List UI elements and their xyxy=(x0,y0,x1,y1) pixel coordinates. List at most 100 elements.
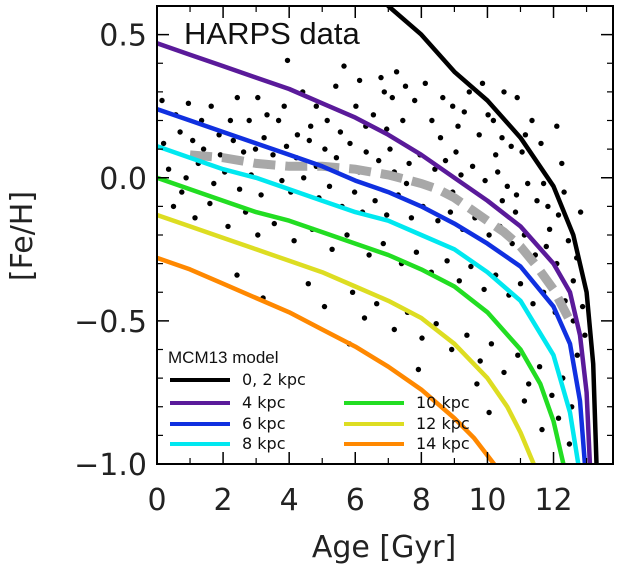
data-point xyxy=(341,63,347,69)
data-point xyxy=(488,341,495,347)
data-point xyxy=(415,366,422,373)
data-point xyxy=(433,321,439,327)
data-point xyxy=(372,198,378,204)
trend-line xyxy=(189,150,574,323)
y-tick-label: −1.0 xyxy=(74,448,147,483)
data-point xyxy=(240,149,247,155)
data-point xyxy=(555,212,562,218)
data-point xyxy=(474,381,480,387)
data-point xyxy=(476,132,482,138)
data-point xyxy=(400,117,406,124)
y-tick-label: −0.5 xyxy=(74,305,147,340)
data-point xyxy=(456,278,462,284)
data-point xyxy=(306,137,312,144)
data-point xyxy=(389,94,395,101)
data-point xyxy=(234,272,240,278)
data-point xyxy=(536,364,543,370)
data-point xyxy=(574,352,580,358)
data-point xyxy=(554,123,560,129)
series-line-3 xyxy=(157,144,581,464)
data-point xyxy=(322,146,328,152)
data-point xyxy=(493,152,499,158)
data-point xyxy=(376,157,382,164)
data-point xyxy=(321,303,328,310)
data-point xyxy=(499,198,505,204)
series-line-5 xyxy=(157,212,536,464)
data-point xyxy=(513,192,520,198)
data-point xyxy=(437,135,444,141)
data-point xyxy=(207,200,213,207)
data-point xyxy=(333,155,340,161)
data-point xyxy=(192,215,198,221)
x-tick-label: 8 xyxy=(412,483,431,518)
data-point xyxy=(308,123,314,129)
data-point xyxy=(490,117,497,124)
data-point xyxy=(566,441,573,447)
data-point xyxy=(522,132,529,138)
data-point xyxy=(291,238,297,244)
data-point xyxy=(185,100,192,107)
data-point xyxy=(393,69,400,75)
data-point xyxy=(455,123,461,129)
data-point xyxy=(570,278,576,284)
data-point xyxy=(179,189,185,195)
data-point xyxy=(485,112,491,118)
data-point xyxy=(230,137,236,144)
series-line-2 xyxy=(157,106,588,464)
data-point xyxy=(444,258,450,264)
data-point xyxy=(252,146,259,152)
data-point xyxy=(324,117,330,124)
data-point xyxy=(579,303,586,310)
x-tick-label: 0 xyxy=(147,483,166,518)
data-point xyxy=(530,301,536,307)
legend-label: 14 kpc xyxy=(416,434,470,453)
data-point xyxy=(236,186,243,192)
data-point xyxy=(534,198,540,204)
legend-title: MCM13 model xyxy=(168,348,279,367)
data-point xyxy=(264,112,270,118)
data-point xyxy=(435,218,441,224)
data-point xyxy=(271,220,277,227)
data-point xyxy=(453,149,459,155)
data-point xyxy=(486,232,492,238)
data-point xyxy=(529,117,535,124)
data-point xyxy=(508,143,514,149)
data-point xyxy=(294,132,301,138)
x-tick-label: 4 xyxy=(280,483,299,518)
data-point xyxy=(370,112,377,118)
data-point xyxy=(217,152,224,158)
data-point xyxy=(515,352,521,358)
data-point xyxy=(403,180,410,187)
legend-label: 8 kpc xyxy=(242,434,285,453)
data-point xyxy=(519,149,525,155)
data-point xyxy=(543,243,549,250)
data-point xyxy=(255,94,261,101)
data-point xyxy=(549,392,555,398)
data-point xyxy=(305,281,311,287)
data-point xyxy=(349,289,356,295)
data-point xyxy=(170,203,177,210)
data-point xyxy=(374,301,380,307)
data-point xyxy=(281,103,287,109)
data-point xyxy=(190,137,196,144)
series-line-0 xyxy=(386,6,599,464)
series-line-4 xyxy=(157,175,566,464)
x-tick-label: 2 xyxy=(214,483,233,518)
data-point xyxy=(378,74,384,81)
data-point xyxy=(384,126,390,132)
data-point xyxy=(211,180,217,187)
data-point xyxy=(200,146,207,152)
data-point xyxy=(546,226,553,232)
data-point xyxy=(429,117,435,124)
data-point xyxy=(525,180,531,187)
data-point xyxy=(464,332,470,338)
data-point xyxy=(495,169,501,175)
data-point xyxy=(559,160,565,167)
data-point xyxy=(301,175,307,181)
data-point xyxy=(486,409,492,416)
data-point xyxy=(351,189,358,195)
x-tick-label: 12 xyxy=(534,483,572,518)
data-point xyxy=(344,232,350,238)
